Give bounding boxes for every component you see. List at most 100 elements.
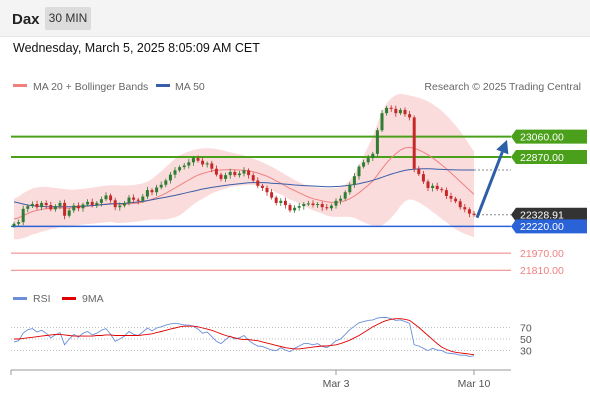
candle-body <box>40 202 44 208</box>
candle <box>352 173 356 188</box>
candle-body <box>178 167 182 171</box>
symbol-title: Dax <box>12 11 40 28</box>
candle-body <box>247 170 251 176</box>
candle <box>325 203 329 211</box>
candle <box>412 115 416 173</box>
candle-body <box>343 192 347 199</box>
candle <box>109 193 113 203</box>
candle-body <box>467 209 471 214</box>
candle <box>17 219 21 227</box>
candle <box>141 193 145 203</box>
candle <box>260 183 264 191</box>
candle <box>155 184 159 196</box>
candle-body <box>421 174 425 182</box>
candle <box>81 202 85 212</box>
candle-body <box>145 190 149 197</box>
candle <box>398 108 402 116</box>
candle-body <box>17 222 21 224</box>
candle <box>67 208 71 218</box>
candle <box>380 109 384 133</box>
candle-body <box>270 192 274 198</box>
candle <box>173 167 177 179</box>
candle <box>99 196 103 207</box>
candle <box>343 190 347 201</box>
candle <box>408 111 412 121</box>
candle <box>201 157 205 167</box>
candle-body <box>228 171 232 176</box>
candle-body <box>371 153 375 159</box>
level-label-last: 22328.91 <box>511 207 587 222</box>
candle <box>306 200 310 206</box>
candle-body <box>164 180 168 185</box>
candle <box>35 200 39 210</box>
candle-body <box>141 196 145 201</box>
candle <box>385 105 389 116</box>
bollinger-legend-label: MA 20 + Bollinger Bands <box>33 81 148 93</box>
candle <box>127 195 131 206</box>
candle-body <box>435 185 439 190</box>
candle-body <box>412 117 416 169</box>
candle-body <box>35 203 39 208</box>
level-label-bg <box>511 207 587 222</box>
level-label-bg <box>511 129 587 144</box>
candle-body <box>21 208 25 223</box>
candle <box>12 221 16 228</box>
candle-body <box>398 109 402 114</box>
level-label-target: 21810.00 <box>520 265 564 277</box>
candle-body <box>104 195 108 200</box>
candle-body <box>233 171 237 176</box>
candle-body <box>426 181 430 188</box>
candle-body <box>472 213 476 215</box>
candle-body <box>352 176 356 185</box>
candle-body <box>242 170 246 174</box>
candle-body <box>109 195 113 201</box>
candle <box>136 197 140 205</box>
candle <box>242 167 246 177</box>
candle <box>132 194 136 203</box>
candle <box>403 107 407 117</box>
level-label-target: 21970.00 <box>520 248 564 260</box>
candle-body <box>256 180 260 186</box>
forecast-arrow-shaft <box>475 151 504 219</box>
level-label-text: 22870.00 <box>520 152 564 164</box>
candle-body <box>214 168 218 175</box>
candle-body <box>81 204 85 209</box>
x-axis-label: Mar 3 <box>323 378 350 390</box>
candle <box>362 159 366 169</box>
candle-body <box>122 202 126 206</box>
rsi-ma-legend-swatch <box>62 297 76 300</box>
level-label-resistance: 22870.00 <box>511 149 587 164</box>
candle-body <box>173 170 177 175</box>
candle <box>288 203 292 213</box>
candle-body <box>389 107 393 109</box>
candle-body <box>72 205 76 211</box>
candle-body <box>311 203 315 206</box>
candle <box>316 202 320 209</box>
candle <box>44 200 48 209</box>
candle <box>283 197 287 209</box>
candle-body <box>191 158 195 163</box>
candle <box>293 205 297 213</box>
candle <box>366 154 370 165</box>
candle-body <box>316 203 320 206</box>
candle-body <box>187 162 191 166</box>
timeframe-button[interactable]: 30 MIN <box>45 7 91 30</box>
rsi-tick-label: 70 <box>520 322 532 334</box>
candle-body <box>297 206 301 208</box>
candle <box>113 197 117 211</box>
candle-body <box>237 173 241 176</box>
candle-body <box>306 203 310 205</box>
candle <box>228 168 232 179</box>
candle <box>40 201 44 211</box>
candle-body <box>440 189 444 191</box>
candle-body <box>283 200 287 206</box>
candle <box>329 203 333 211</box>
ma50-legend-swatch <box>156 84 170 87</box>
candle-body <box>182 165 186 168</box>
candle-body <box>348 184 352 193</box>
candle-body <box>53 206 57 210</box>
x-axis-label: Mar 10 <box>458 378 491 390</box>
